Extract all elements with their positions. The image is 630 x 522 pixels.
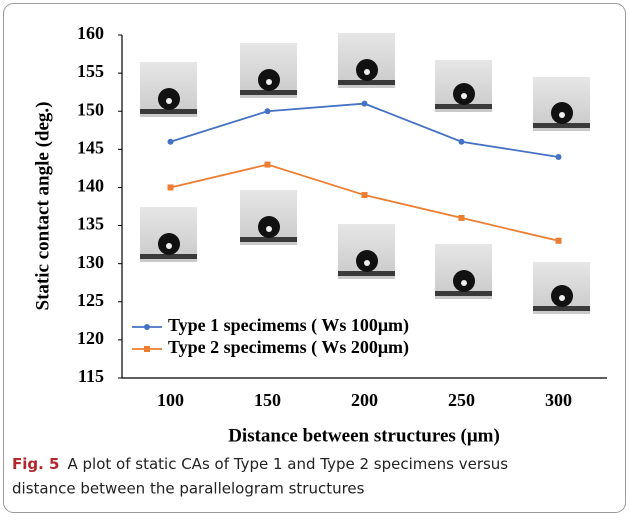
legend-marker bbox=[144, 346, 150, 352]
droplet-glint bbox=[166, 98, 172, 104]
caption-text: A plot of static CAs of Type 1 and Type … bbox=[67, 455, 508, 473]
marker bbox=[458, 214, 465, 221]
x-tick-label: 100 bbox=[157, 390, 184, 410]
droplet-glint bbox=[559, 295, 565, 301]
caption-line-1: Fig. 5 A plot of static CAs of Type 1 and… bbox=[12, 455, 508, 473]
y-tick-label: 120 bbox=[77, 328, 104, 348]
y-tick-label: 115 bbox=[78, 366, 104, 386]
y-tick-label: 150 bbox=[77, 99, 104, 119]
legend-label: Type 2 specimems ( Ws 200μm) bbox=[168, 337, 409, 358]
substrate bbox=[533, 123, 590, 128]
marker bbox=[458, 138, 465, 145]
y-tick-label: 155 bbox=[77, 61, 104, 81]
x-tick-label: 150 bbox=[254, 390, 281, 410]
droplet-glint bbox=[266, 226, 272, 232]
droplet-images bbox=[140, 33, 590, 314]
y-axis-label: Static contact angle (deg.) bbox=[32, 102, 53, 311]
figure-border bbox=[3, 3, 626, 513]
series-line bbox=[170, 102, 559, 158]
x-tick-label: 250 bbox=[448, 390, 475, 410]
x-axis-label: Distance between structures (μm) bbox=[228, 425, 500, 446]
droplet-glint bbox=[364, 69, 370, 75]
droplet-glint bbox=[559, 112, 565, 118]
droplet-glint bbox=[266, 79, 272, 85]
legend-marker bbox=[144, 324, 150, 330]
caption-label: Fig. 5 bbox=[12, 455, 59, 473]
marker bbox=[361, 100, 368, 107]
substrate bbox=[435, 291, 492, 296]
marker bbox=[264, 161, 271, 168]
y-tick-label: 145 bbox=[77, 137, 104, 157]
y-tick-label: 135 bbox=[77, 214, 104, 234]
substrate bbox=[435, 104, 492, 109]
marker bbox=[167, 184, 174, 191]
substrate bbox=[338, 80, 395, 85]
marker bbox=[167, 138, 174, 145]
x-tick-label: 200 bbox=[351, 390, 378, 410]
substrate bbox=[240, 90, 297, 95]
y-tick-label: 125 bbox=[77, 290, 104, 310]
marker bbox=[555, 237, 562, 244]
x-tick-label: 300 bbox=[545, 390, 572, 410]
droplet-glint bbox=[364, 260, 370, 266]
caption-line-2: distance between the parallelogram struc… bbox=[12, 480, 365, 498]
marker bbox=[361, 192, 368, 199]
y-tick-label: 140 bbox=[77, 176, 104, 196]
y-tick-label: 160 bbox=[77, 23, 104, 43]
y-tick-label: 130 bbox=[77, 252, 104, 272]
substrate bbox=[533, 306, 590, 311]
substrate bbox=[140, 254, 197, 259]
droplet-glint bbox=[461, 93, 467, 99]
droplet-glint bbox=[461, 280, 467, 286]
marker bbox=[264, 108, 271, 115]
substrate bbox=[140, 109, 197, 114]
marker bbox=[555, 153, 562, 160]
substrate bbox=[240, 237, 297, 242]
legend-label: Type 1 specimems ( Ws 100μm) bbox=[168, 315, 409, 336]
substrate bbox=[338, 271, 395, 276]
droplet-glint bbox=[166, 243, 172, 249]
